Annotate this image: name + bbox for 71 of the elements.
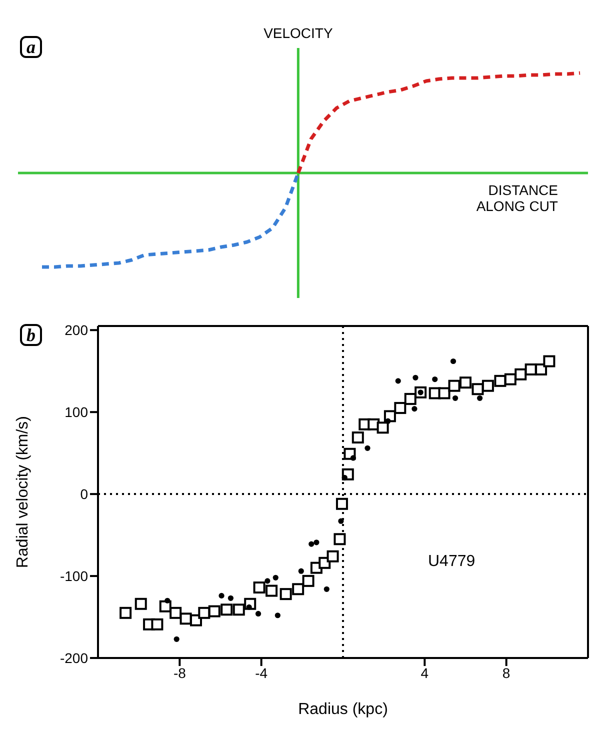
point [514,368,527,380]
point [412,406,418,412]
annotation: U4779 [428,553,476,571]
point [452,395,458,401]
point [266,584,278,597]
point [253,582,266,594]
point [264,578,270,584]
point [448,380,460,392]
text: a [20,36,42,58]
text: b [20,324,42,346]
point [494,374,506,387]
point [543,355,556,368]
point [174,636,180,642]
point [476,395,483,401]
point [120,606,132,619]
point [151,618,164,630]
y-tick-label: -200 [60,650,88,666]
point [395,378,401,384]
point [274,612,280,618]
point [352,431,364,444]
point [208,605,220,618]
x-tick-label: 8 [502,664,510,681]
point [338,518,344,524]
x-tick-label: 4 [420,664,429,681]
point [385,418,391,424]
point [438,387,450,400]
point [292,583,304,596]
point [364,445,370,451]
point [535,363,548,376]
point [280,588,292,600]
x-axis-title: DISTANCE ALONG CUT [476,182,558,214]
point [246,604,252,610]
y-tick-label: 0 [80,486,88,502]
point [394,402,406,414]
point [298,568,304,574]
point [376,422,389,434]
point [314,540,320,546]
x-tick-label: -8 [173,664,186,681]
x-axis-title: Radius (kpc) [298,701,388,718]
point [412,374,418,380]
point [324,586,330,592]
point [170,606,182,619]
point [460,376,472,389]
point [302,574,314,587]
point [164,598,170,604]
point [134,598,147,610]
y-tick-label: 200 [64,322,88,338]
point [198,606,210,619]
point [350,455,356,461]
point [218,592,224,598]
point [336,498,348,510]
y-tick-label: -100 [60,568,88,584]
point [228,595,234,601]
point [504,373,516,386]
point [272,574,278,580]
point [334,533,346,546]
y-tick-label: 100 [64,404,88,420]
point [232,604,245,616]
point [482,380,494,392]
y-axis-title: VELOCITY [264,25,334,41]
point [404,392,416,405]
point [255,610,262,617]
point [432,376,438,382]
point [326,550,339,562]
x-tick-label: -4 [255,664,268,681]
y-axis-title: Radial velocity (km/s) [14,416,32,568]
point [342,474,348,480]
point [472,383,484,396]
point [220,604,233,616]
point [450,358,456,364]
point [308,541,314,547]
